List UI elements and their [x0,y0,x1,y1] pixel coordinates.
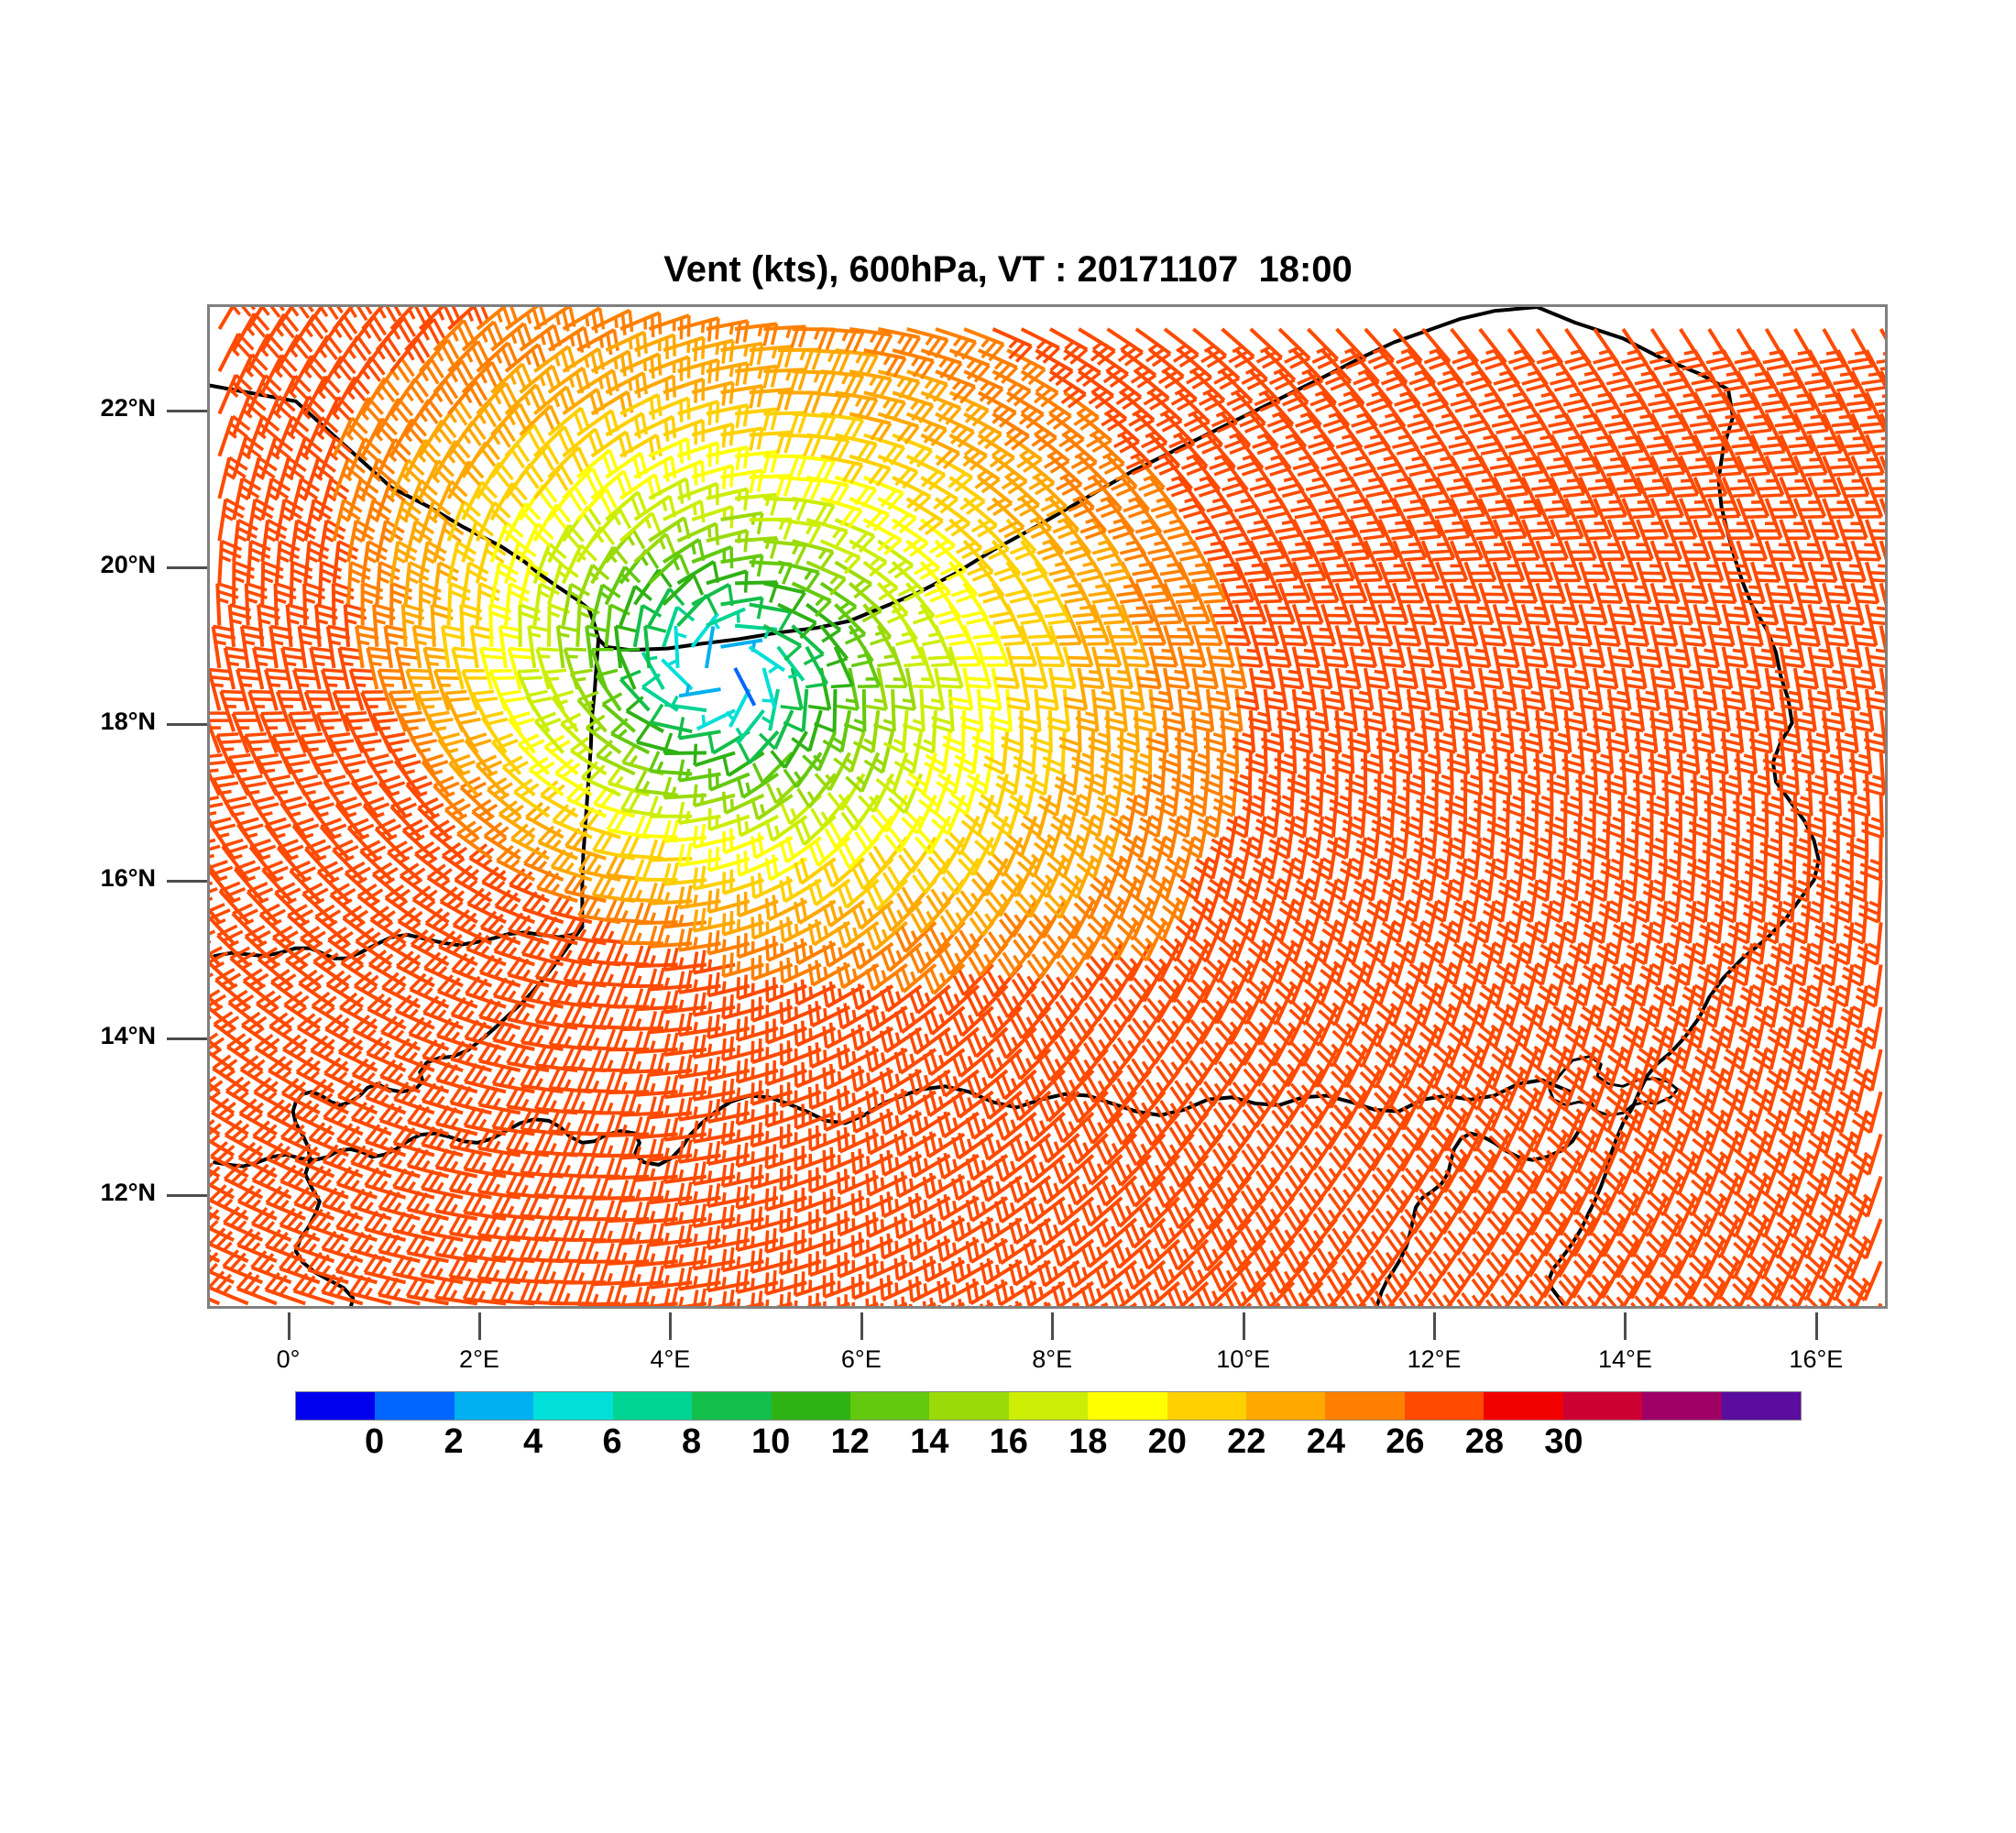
colorbar-segment [296,1392,376,1420]
y-tick-mark [167,723,209,727]
x-tick-label: 6°E [840,1345,882,1373]
colorbar-segment [1008,1392,1089,1420]
y-tick-mark [167,1193,209,1197]
colorbar-segment [771,1392,850,1420]
y-tick-mark [167,565,209,569]
wind-barbs-layer [210,307,1885,1306]
colorbar-segment [849,1392,930,1420]
y-tick-label: 16°N [100,864,156,893]
colorbar-segment [1721,1392,1802,1420]
colorbar-segment [1404,1392,1485,1420]
x-tick-label: 12°E [1407,1345,1462,1373]
x-tick-mark [1814,1312,1818,1340]
colorbar-tick-label: 14 [910,1422,949,1461]
x-tick-label: 4°E [650,1345,691,1373]
colorbar-tick-label: 12 [830,1422,870,1461]
x-tick-label: 8°E [1032,1345,1073,1373]
colorbar-tick-label: 24 [1306,1422,1345,1461]
colorbar-segment [1484,1392,1563,1420]
colorbar-segment [692,1392,772,1420]
colorbar-segment [1642,1392,1722,1420]
colorbar-tick-label: 26 [1386,1422,1425,1461]
colorbar-tick-label: 22 [1227,1422,1266,1461]
y-tick-label: 22°N [100,393,156,422]
colorbar-segment [1246,1392,1326,1420]
y-tick-label: 18°N [100,708,156,736]
colorbar [295,1391,1802,1421]
colorbar-segment [1562,1392,1643,1420]
colorbar-segment [533,1392,613,1420]
x-tick-mark [287,1312,290,1340]
x-tick-mark [669,1312,673,1340]
y-tick-label: 12°N [100,1178,156,1206]
colorbar-tick-label: 16 [989,1422,1028,1461]
x-tick-label: 14°E [1598,1345,1652,1373]
colorbar-tick-label: 28 [1464,1422,1505,1461]
colorbar-tick-label: 8 [682,1422,702,1461]
page-title: Vent (kts), 600hPa, VT : 20171107 18:00 [663,249,1353,290]
colorbar-segment [375,1392,455,1420]
y-tick-mark [167,409,209,412]
map-plot-area [207,304,1888,1309]
x-tick-mark [1242,1312,1245,1340]
x-tick-mark [477,1312,481,1340]
border-line [1548,1055,1680,1117]
map-canvas [210,307,1885,1306]
colorbar-tick-label: 6 [602,1422,622,1461]
colorbar-segment [1325,1392,1405,1420]
x-tick-label: 10°E [1216,1345,1271,1373]
colorbar-tick-label: 4 [523,1422,543,1461]
y-tick-label: 14°N [100,1021,156,1049]
colorbar-segment [1088,1392,1167,1420]
x-tick-mark [1433,1312,1437,1340]
x-tick-mark [1624,1312,1627,1340]
colorbar-tick-label: 0 [364,1422,385,1461]
colorbar-segment [929,1392,1009,1420]
colorbar-tick-label: 18 [1068,1422,1108,1461]
colorbar-tick-label: 2 [444,1422,464,1461]
colorbar-tick-label: 30 [1544,1422,1583,1461]
colorbar-segment [612,1392,693,1420]
colorbar-segment [1167,1392,1247,1420]
colorbar-tick-label: 20 [1147,1422,1187,1461]
colorbar-tick-label: 10 [751,1422,791,1461]
x-tick-label: 16°E [1789,1345,1844,1373]
x-tick-mark [1051,1312,1055,1340]
y-tick-mark [167,880,209,884]
x-tick-label: 2°E [459,1345,499,1373]
colorbar-segment [454,1392,534,1420]
border-line [1535,307,1730,391]
y-tick-label: 20°N [100,550,156,578]
x-tick-label: 0° [276,1345,301,1373]
y-tick-mark [167,1037,209,1040]
x-tick-mark [860,1312,863,1340]
